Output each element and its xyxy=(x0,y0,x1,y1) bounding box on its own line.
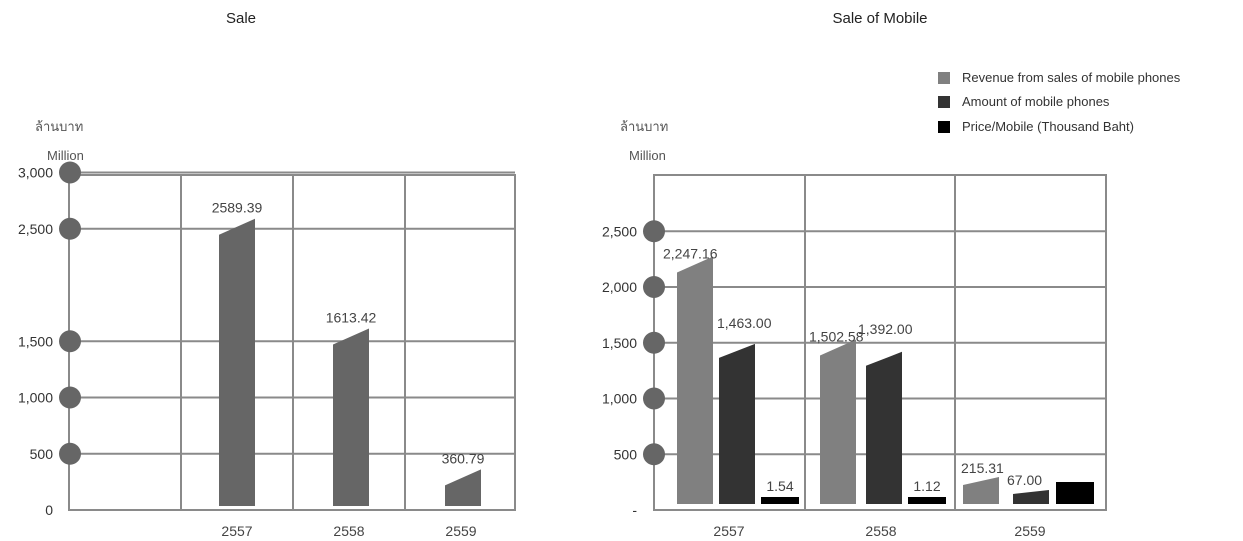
bar-amount-2559 xyxy=(1013,490,1049,504)
bar-sale-2558 xyxy=(333,328,369,506)
y-tick-dot xyxy=(59,442,81,465)
x-tick-label: 2557 xyxy=(713,523,744,539)
y-tick-label: 3,000 xyxy=(18,165,53,181)
y-tick-label: 500 xyxy=(614,446,638,462)
data-label: 215.31 xyxy=(961,460,1004,476)
data-label: 1,392.00 xyxy=(858,321,913,337)
legend-swatch xyxy=(938,72,950,84)
legend-label: Price/Mobile (Thousand Baht) xyxy=(962,119,1134,134)
y-tick-dot xyxy=(643,387,665,410)
legend-label: Amount of mobile phones xyxy=(962,94,1110,109)
data-label: 2589.39 xyxy=(212,200,263,216)
y-tick-label: 500 xyxy=(30,446,54,462)
y-tick-label: 1,000 xyxy=(602,391,637,407)
x-tick-label: 2558 xyxy=(333,523,364,539)
bar-amount-2557 xyxy=(719,343,755,504)
unit-label-english: Million xyxy=(47,148,84,163)
y-tick-label: 2,500 xyxy=(18,221,53,237)
data-label: 67.00 xyxy=(1007,472,1042,488)
y-tick-dot xyxy=(643,276,665,298)
y-tick-dot xyxy=(643,220,665,243)
y-tick-dot xyxy=(59,161,81,184)
legend-swatch xyxy=(938,96,950,108)
chart-title: Sale of Mobile xyxy=(832,10,927,27)
x-tick-label: 2559 xyxy=(445,523,476,539)
unit-label-thai: ล้านบาท xyxy=(620,119,668,134)
y-tick-label: 2,000 xyxy=(602,279,637,295)
y-tick-dot xyxy=(59,217,81,240)
bar-price-2558 xyxy=(908,497,946,504)
y-tick-dot xyxy=(59,330,81,353)
x-tick-label: 2557 xyxy=(221,523,252,539)
bar-sale-2559 xyxy=(445,469,481,506)
bar-amount-2558 xyxy=(866,351,902,504)
data-label: 2,247.16 xyxy=(663,245,718,261)
legend-label: Revenue from sales of mobile phones xyxy=(962,70,1181,85)
data-label: 360.79 xyxy=(442,450,485,466)
data-label: 1.54 xyxy=(766,478,793,494)
unit-label-thai: ล้านบาท xyxy=(35,119,83,134)
bar-price-2557 xyxy=(761,497,799,504)
y-tick-label: 1,500 xyxy=(18,333,53,349)
x-tick-label: 2558 xyxy=(865,523,896,539)
data-label: 1613.42 xyxy=(326,309,377,325)
y-tick-label: 0 xyxy=(45,502,53,518)
unit-label-english: Million xyxy=(629,148,666,163)
data-label: 1,502.58 xyxy=(809,328,864,344)
data-label: 1.12 xyxy=(913,478,940,494)
y-tick-label: - xyxy=(632,502,637,518)
legend-swatch xyxy=(938,121,950,133)
bar-revenue-2559 xyxy=(963,477,999,504)
y-tick-dot xyxy=(643,443,665,466)
x-tick-label: 2559 xyxy=(1014,523,1045,539)
bar-revenue-2557 xyxy=(677,256,713,504)
bar-revenue-2558 xyxy=(820,339,856,504)
y-tick-label: 2,500 xyxy=(602,223,637,239)
y-tick-label: 1,500 xyxy=(602,335,637,351)
chart-title: Sale xyxy=(226,10,256,27)
bar-price-2559 xyxy=(1056,482,1094,504)
y-tick-dot xyxy=(643,331,665,354)
y-tick-label: 1,000 xyxy=(18,390,53,406)
data-label: 1,463.00 xyxy=(717,315,772,331)
y-tick-dot xyxy=(59,386,81,409)
bar-sale-2557 xyxy=(219,218,255,507)
